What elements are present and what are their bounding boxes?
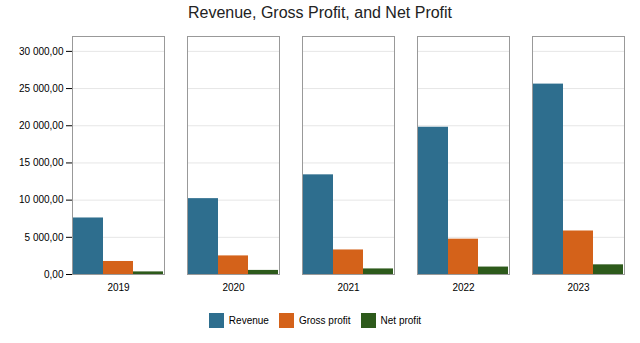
svg-text:2023: 2023: [567, 282, 590, 293]
svg-text:2022: 2022: [452, 282, 475, 293]
svg-text:20 000,00: 20 000,00: [19, 120, 64, 131]
svg-text:10 000,00: 10 000,00: [19, 194, 64, 205]
svg-text:2019: 2019: [107, 282, 130, 293]
svg-text:2021: 2021: [337, 282, 360, 293]
html-text:Gross profit: Gross profit: [298, 315, 351, 326]
html-text:Net profit: Net profit: [380, 315, 422, 326]
html-text:Revenue: Revenue: [228, 315, 269, 326]
svg-text:30 000,00: 30 000,00: [19, 46, 64, 57]
svg-text:15 000,00: 15 000,00: [19, 157, 64, 168]
svg-text:25 000,00: 25 000,00: [19, 83, 64, 94]
svg-text:0,00: 0,00: [44, 269, 64, 280]
svg-text:5 000,00: 5 000,00: [25, 232, 64, 243]
svg-text:2020: 2020: [222, 282, 245, 293]
html-text:Revenue, Gross Profit, and Net: Revenue, Gross Profit, and Net Profit: [187, 4, 453, 21]
